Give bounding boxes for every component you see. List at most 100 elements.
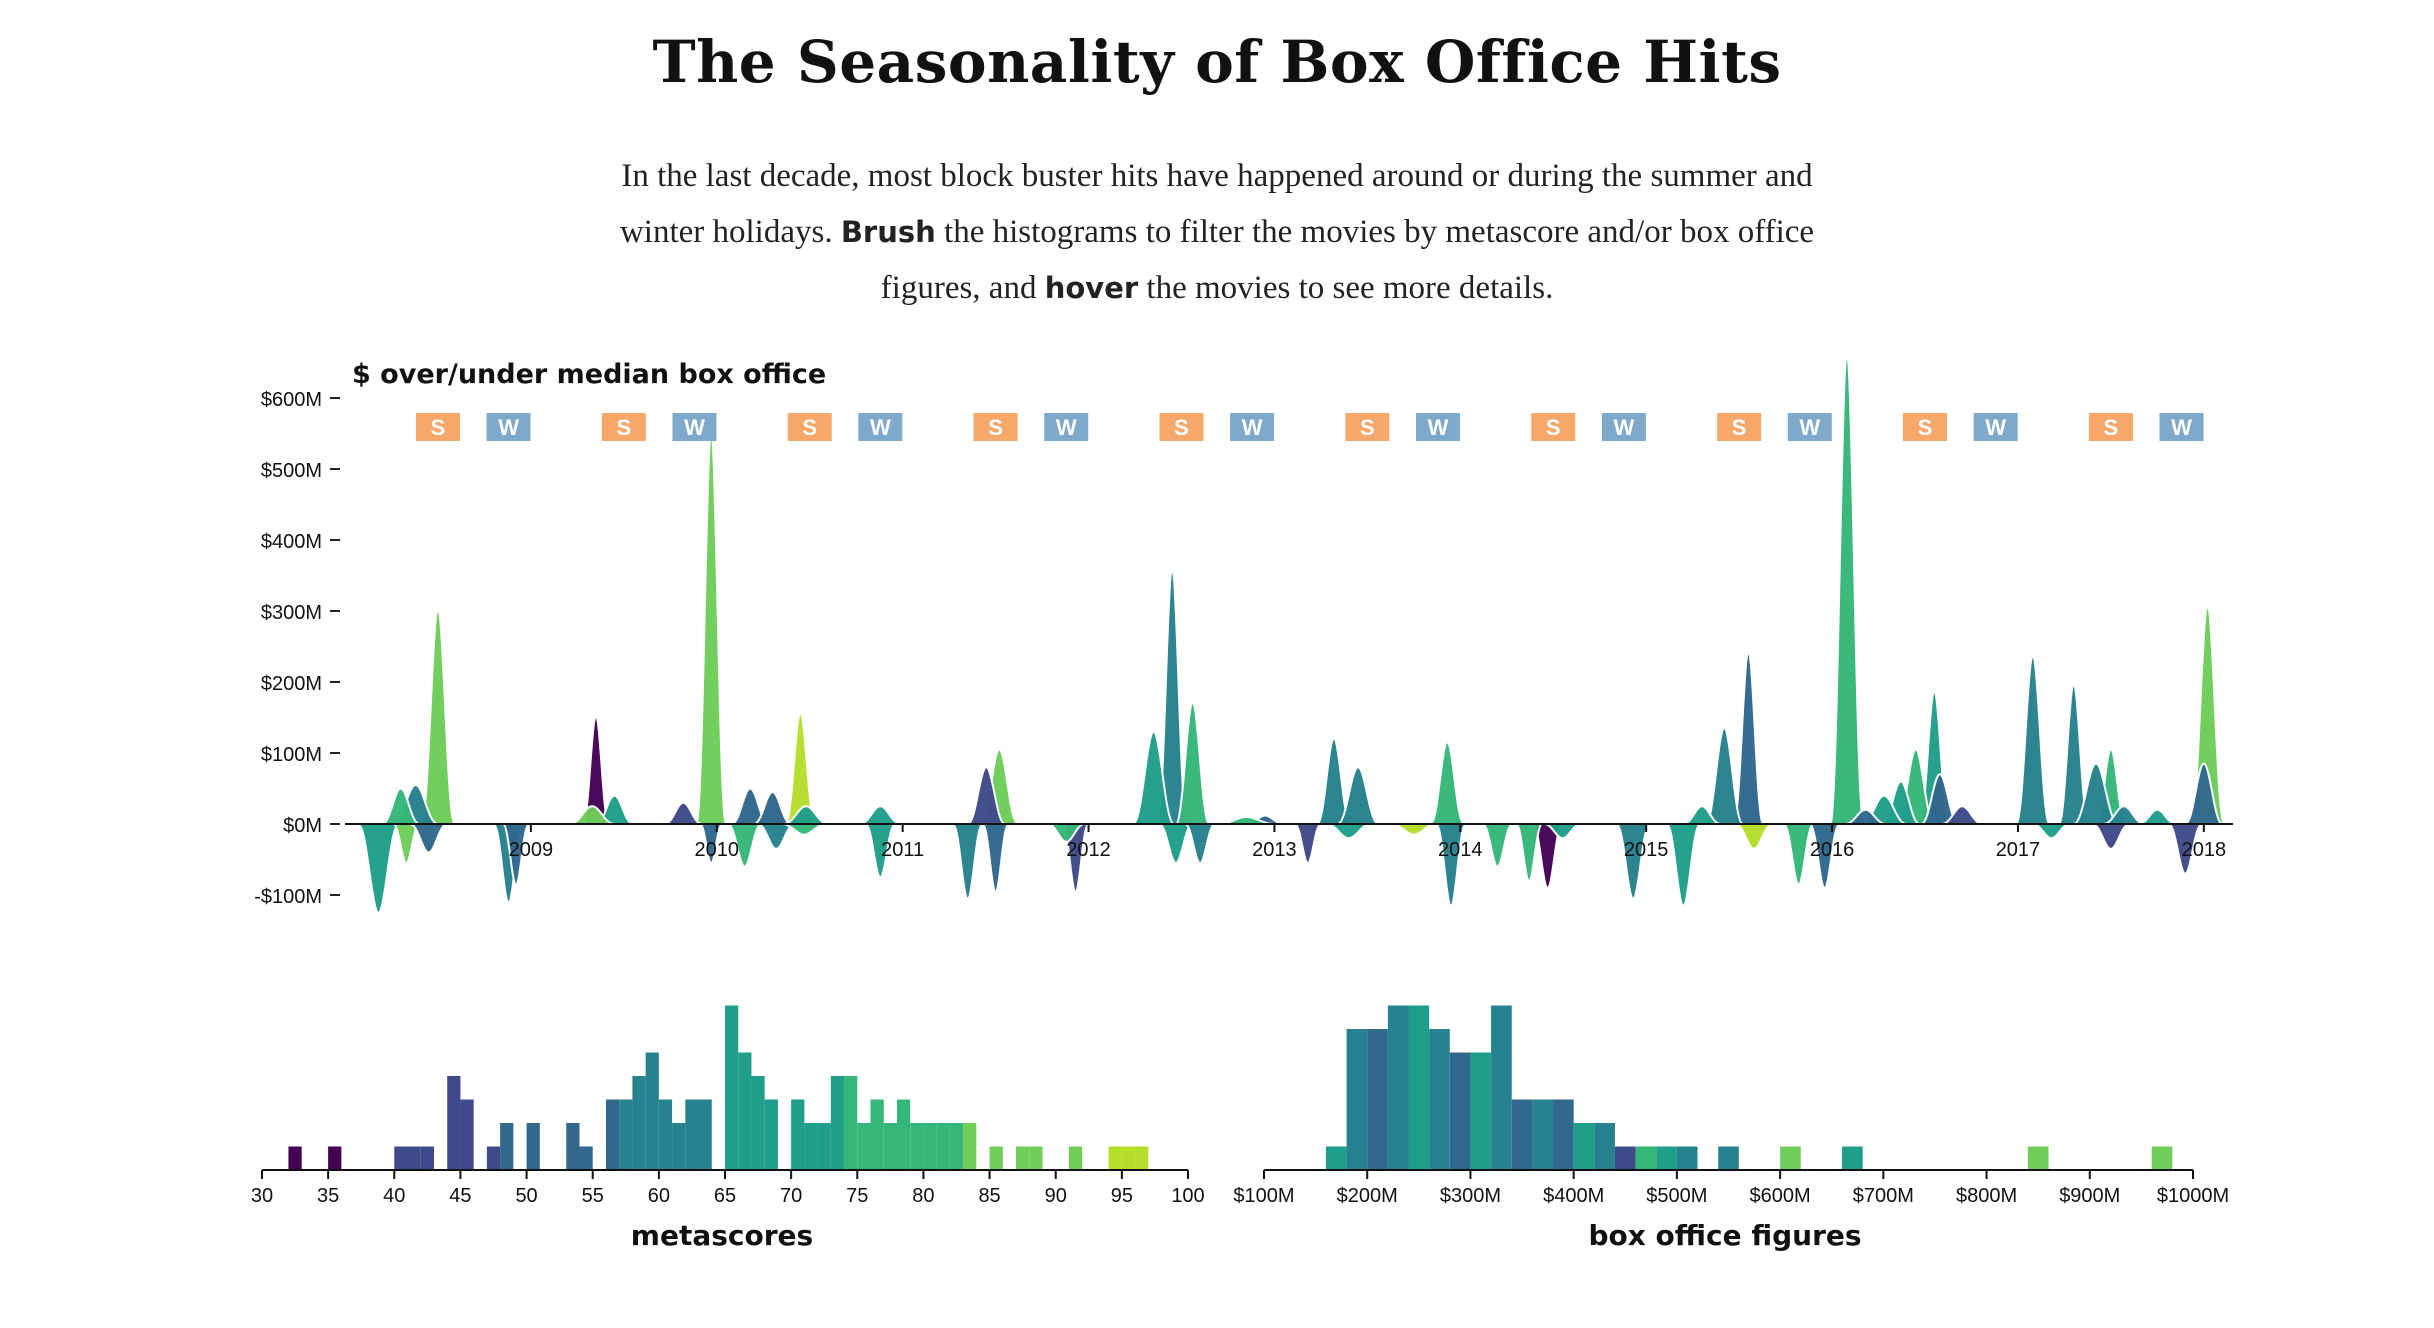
movie-bump bbox=[357, 823, 400, 914]
winter-marker bbox=[858, 413, 903, 441]
season-marker-label: S bbox=[802, 415, 817, 440]
summer-marker bbox=[2088, 413, 2133, 441]
intro-text-3: the movies to see more details. bbox=[1138, 270, 1554, 306]
metascore-histogram[interactable]: 30 35 40 45 50 55 60 65 70 75 80 85 90 95 100 bbox=[251, 1005, 1205, 1208]
winter-marker bbox=[1973, 413, 2018, 441]
movie-bump bbox=[753, 791, 792, 825]
season-marker-label: W bbox=[684, 415, 705, 440]
metascore-bar bbox=[486, 1146, 501, 1170]
season-marker-label: W bbox=[1242, 415, 1263, 440]
box-office-bar bbox=[1635, 1146, 1657, 1170]
box-office-tick-label: $700M bbox=[1853, 1185, 1914, 1207]
x-axis-tick-label: 2013 bbox=[1252, 839, 1297, 861]
x-axis-tick-label: 2016 bbox=[1810, 839, 1855, 861]
movie-bump bbox=[1829, 357, 1865, 825]
box-office-bar bbox=[1367, 1029, 1388, 1170]
season-marker-label: S bbox=[1360, 415, 1375, 440]
box-office-tick-label: $300M bbox=[1440, 1185, 1501, 1207]
metascore-tick-label: 95 bbox=[1111, 1185, 1133, 1207]
box-office-tick-label: $600M bbox=[1750, 1185, 1811, 1207]
season-marker-label: S bbox=[988, 415, 1003, 440]
summer-marker bbox=[973, 413, 1018, 441]
movie-bump bbox=[1158, 823, 1194, 865]
x-axis-tick-label: 2018 bbox=[2182, 839, 2227, 861]
movie-bump bbox=[1156, 570, 1189, 825]
metascore-tick-label: 85 bbox=[978, 1185, 1000, 1207]
box-office-bar bbox=[1346, 1029, 1368, 1170]
movie-bump bbox=[1435, 823, 1467, 907]
movie-bump bbox=[1429, 741, 1465, 825]
summer-marker bbox=[1903, 413, 1948, 441]
metascore-bar bbox=[685, 1099, 699, 1170]
movie-bump bbox=[859, 805, 901, 825]
metascore-bar bbox=[672, 1123, 686, 1170]
summer-marker bbox=[601, 413, 646, 441]
metascore-bar bbox=[420, 1146, 434, 1170]
timeline-chart[interactable]: $600M $500M $400M $300M $200M $100M $0M -$100M 2… bbox=[254, 357, 2233, 914]
metascore-tick-label: 30 bbox=[251, 1185, 273, 1207]
metascore-bar bbox=[804, 1123, 818, 1170]
summer-marker bbox=[787, 413, 832, 441]
metascore-bar bbox=[791, 1099, 805, 1170]
metascore-bar bbox=[1029, 1146, 1043, 1170]
movie-bump bbox=[2189, 606, 2226, 825]
metascore-tick-label: 75 bbox=[846, 1185, 868, 1207]
metascore-tick-label: 90 bbox=[1045, 1185, 1067, 1207]
box-office-histogram[interactable]: $100M $200M $300M $400M $500M $600M $700M $800M… bbox=[1233, 1005, 2229, 1208]
metascore-bar bbox=[460, 1099, 474, 1170]
box-office-bar bbox=[1718, 1146, 1739, 1170]
winter-marker bbox=[672, 413, 717, 441]
box-office-tick-label: $200M bbox=[1337, 1185, 1398, 1207]
movie-bump bbox=[967, 766, 1006, 825]
movie-bump bbox=[1782, 823, 1815, 886]
winter-marker bbox=[2159, 413, 2204, 441]
metascore-bar bbox=[526, 1123, 540, 1170]
winter-marker bbox=[1415, 413, 1460, 441]
movie-bump bbox=[1615, 823, 1651, 900]
summer-marker bbox=[1717, 413, 1762, 441]
movie-bump bbox=[981, 823, 1010, 893]
movie-bump bbox=[1391, 823, 1437, 836]
intro-paragraph: In the last decade, most block buster hi… bbox=[617, 148, 1817, 316]
metascore-bar bbox=[764, 1099, 778, 1170]
metascore-bar bbox=[1108, 1146, 1122, 1170]
summer-marker bbox=[1531, 413, 1576, 441]
metascore-tick-label: 70 bbox=[780, 1185, 802, 1207]
metascore-bar bbox=[936, 1123, 950, 1170]
movie-bump bbox=[1732, 652, 1765, 825]
y-axis-tick-label: $400M bbox=[261, 531, 322, 553]
movie-bump bbox=[1293, 823, 1322, 865]
metascore-tick-label: 40 bbox=[383, 1185, 405, 1207]
x-axis-tick-label: 2010 bbox=[695, 839, 740, 861]
movie-bump bbox=[1735, 823, 1773, 850]
metascore-bar bbox=[500, 1123, 514, 1170]
metascore-bar bbox=[579, 1146, 593, 1170]
box-office-tick-label: $800M bbox=[1956, 1185, 2017, 1207]
movie-bump bbox=[1326, 823, 1372, 840]
movie-bump bbox=[664, 801, 703, 825]
box-office-bar bbox=[1532, 1099, 1554, 1170]
y-axis-tick-label: $100M bbox=[261, 744, 322, 766]
metascore-bar bbox=[751, 1076, 765, 1170]
metascore-bar bbox=[447, 1076, 461, 1170]
season-marker-label: S bbox=[2104, 415, 2119, 440]
box-office-axis-label: box office figures bbox=[1588, 1219, 1861, 1252]
box-office-bar bbox=[1387, 1005, 1409, 1170]
metascore-tick-label: 100 bbox=[1171, 1185, 1204, 1207]
metascore-bar bbox=[632, 1076, 646, 1170]
season-marker-label: S bbox=[431, 415, 446, 440]
season-marker-label: W bbox=[1056, 415, 1077, 440]
metascore-bar bbox=[1121, 1146, 1136, 1170]
movie-bump bbox=[1337, 766, 1380, 825]
metascore-tick-label: 65 bbox=[714, 1185, 736, 1207]
intro-brush-keyword: Brush bbox=[840, 215, 936, 249]
metascore-bar bbox=[407, 1146, 421, 1170]
movie-bump bbox=[1184, 823, 1216, 865]
box-office-tick-label: $900M bbox=[2059, 1185, 2120, 1207]
metascore-bar bbox=[883, 1123, 897, 1170]
box-office-bar bbox=[1449, 1052, 1471, 1170]
metascore-bar bbox=[738, 1052, 752, 1170]
movie-bump bbox=[2184, 762, 2224, 825]
box-office-bar bbox=[1656, 1146, 1677, 1170]
